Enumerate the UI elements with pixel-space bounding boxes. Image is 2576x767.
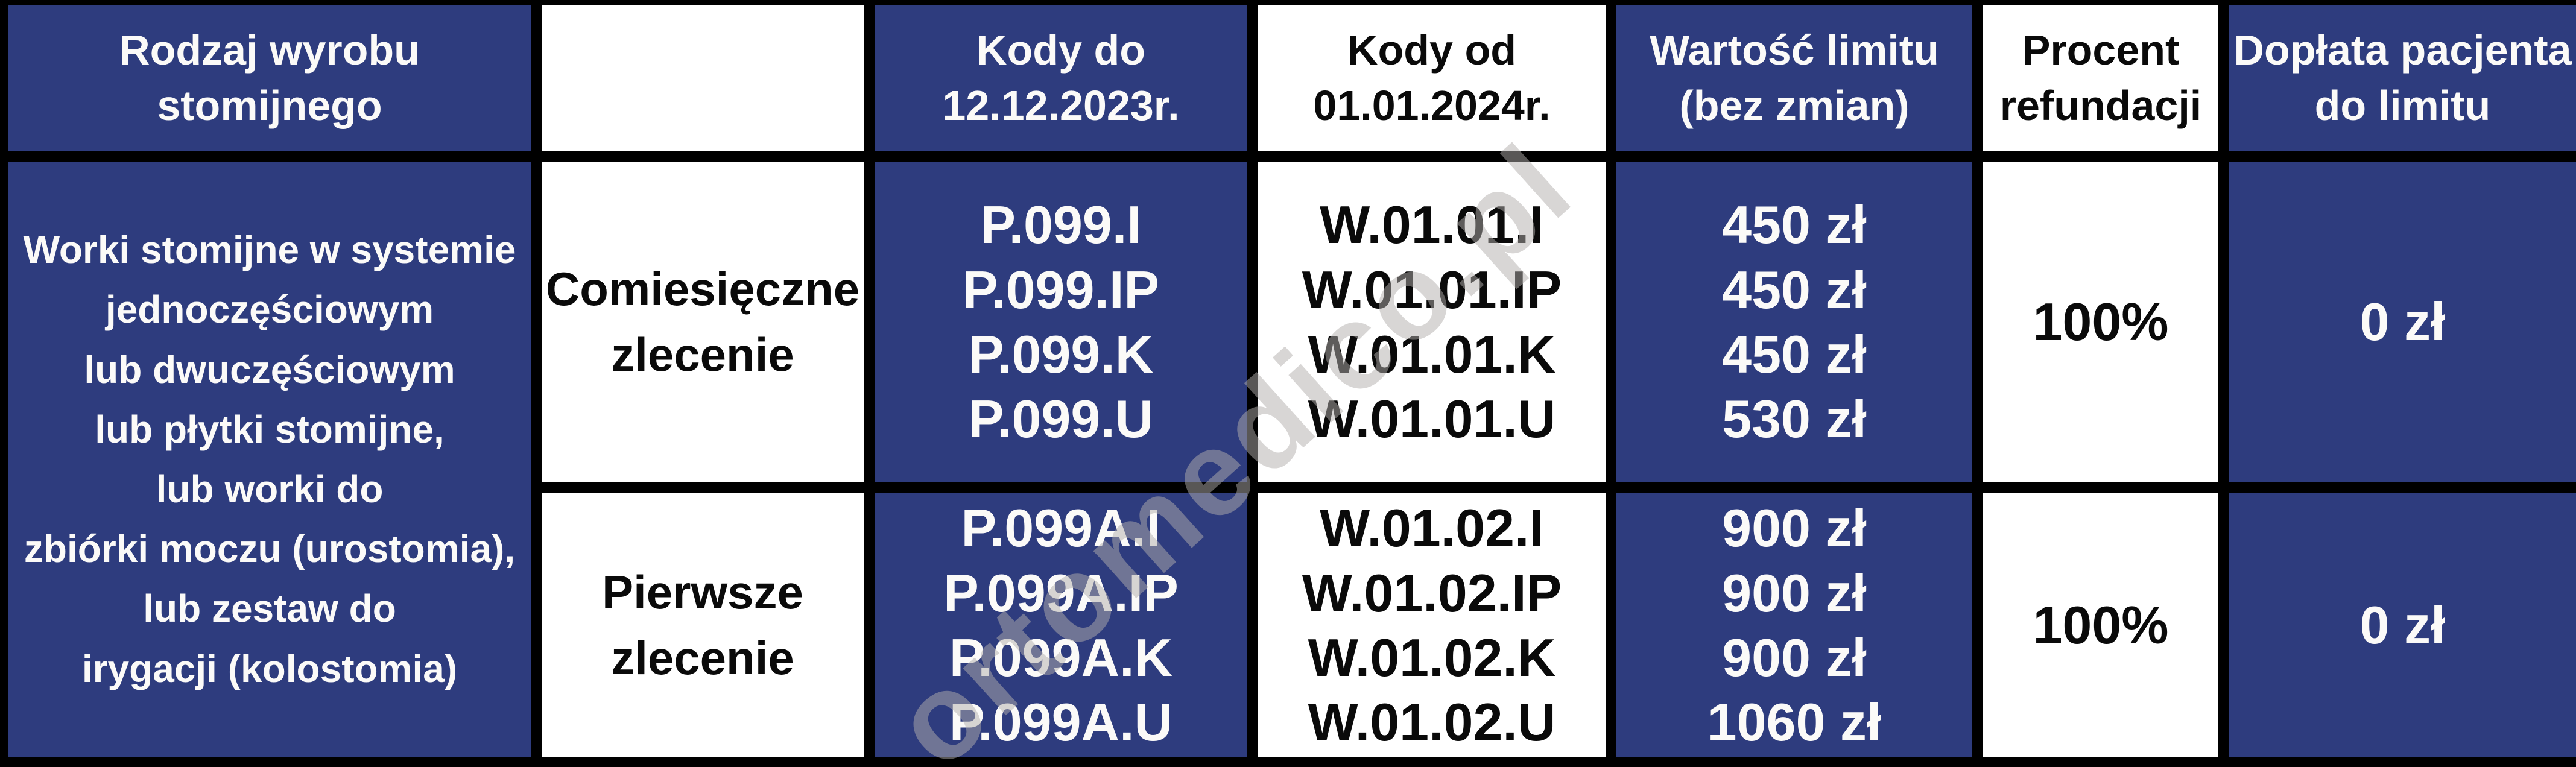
header-codes-from: Kody od 01.01.2024r. bbox=[1258, 5, 1606, 151]
patient-copay-row1-text: 0 zł bbox=[2359, 292, 2446, 352]
cell-order-type-monthly: Comiesięczne zlecenie bbox=[542, 162, 864, 482]
cell-codes-from-row2: W.01.02.I W.01.02.IP W.01.02.K W.01.02.U bbox=[1258, 493, 1606, 757]
header-product-type-label: Rodzaj wyrobu stomijnego bbox=[119, 26, 420, 129]
cell-codes-from-row1: W.01.01.I W.01.01.IP W.01.01.K W.01.01.U bbox=[1258, 162, 1606, 482]
header-product-type: Rodzaj wyrobu stomijnego bbox=[8, 5, 531, 151]
cell-order-type-first: Pierwsze zlecenie bbox=[542, 493, 864, 757]
codes-until-row1-text: P.099.I P.099.IP P.099.K P.099.U bbox=[962, 195, 1160, 449]
header-limit-value-label: Wartość limitu (bez zmian) bbox=[1650, 26, 1939, 129]
header-codes-until: Kody do 12.12.2023r. bbox=[875, 5, 1247, 151]
header-codes-from-label: Kody od 01.01.2024r. bbox=[1313, 26, 1551, 129]
cell-codes-until-row2: P.099A.I P.099A.IP P.099A.K P.099A.U bbox=[875, 493, 1247, 757]
codes-from-row1-text: W.01.01.I W.01.01.IP W.01.01.K W.01.01.U bbox=[1302, 195, 1562, 449]
order-type-first-text: Pierwsze zlecenie bbox=[602, 565, 803, 684]
codes-until-row2-text: P.099A.I P.099A.IP P.099A.K P.099A.U bbox=[943, 498, 1179, 753]
header-patient-copay: Dopłata pacjenta do limitu bbox=[2229, 5, 2576, 151]
limit-value-row2-text: 900 zł 900 zł 900 zł 1060 zł bbox=[1707, 498, 1882, 753]
cell-refund-percent-row1: 100% bbox=[1983, 162, 2218, 482]
header-codes-until-label: Kody do 12.12.2023r. bbox=[942, 26, 1180, 129]
cell-product-category: Worki stomijne w systemie jednoczęściowy… bbox=[8, 162, 531, 757]
limit-value-row1-text: 450 zł 450 zł 450 zł 530 zł bbox=[1722, 195, 1867, 449]
cell-patient-copay-row1: 0 zł bbox=[2229, 162, 2576, 482]
patient-copay-row2-text: 0 zł bbox=[2359, 595, 2446, 655]
product-category-text: Worki stomijne w systemie jednoczęściowy… bbox=[23, 228, 516, 690]
cell-limit-value-row2: 900 zł 900 zł 900 zł 1060 zł bbox=[1616, 493, 1972, 757]
header-patient-copay-label: Dopłata pacjenta do limitu bbox=[2233, 26, 2572, 129]
cell-patient-copay-row2: 0 zł bbox=[2229, 493, 2576, 757]
cell-codes-until-row1: P.099.I P.099.IP P.099.K P.099.U bbox=[875, 162, 1247, 482]
codes-from-row2-text: W.01.02.I W.01.02.IP W.01.02.K W.01.02.U bbox=[1302, 498, 1562, 753]
cell-limit-value-row1: 450 zł 450 zł 450 zł 530 zł bbox=[1616, 162, 1972, 482]
header-limit-value: Wartość limitu (bez zmian) bbox=[1616, 5, 1972, 151]
refund-percent-row2-text: 100% bbox=[2033, 595, 2169, 655]
refund-percent-row1-text: 100% bbox=[2033, 292, 2169, 352]
cell-refund-percent-row2: 100% bbox=[1983, 493, 2218, 757]
header-refund-percent-label: Procent refundacji bbox=[1999, 26, 2202, 129]
header-empty bbox=[542, 5, 864, 151]
header-refund-percent: Procent refundacji bbox=[1983, 5, 2218, 151]
order-type-monthly-text: Comiesięczne zlecenie bbox=[545, 262, 860, 381]
